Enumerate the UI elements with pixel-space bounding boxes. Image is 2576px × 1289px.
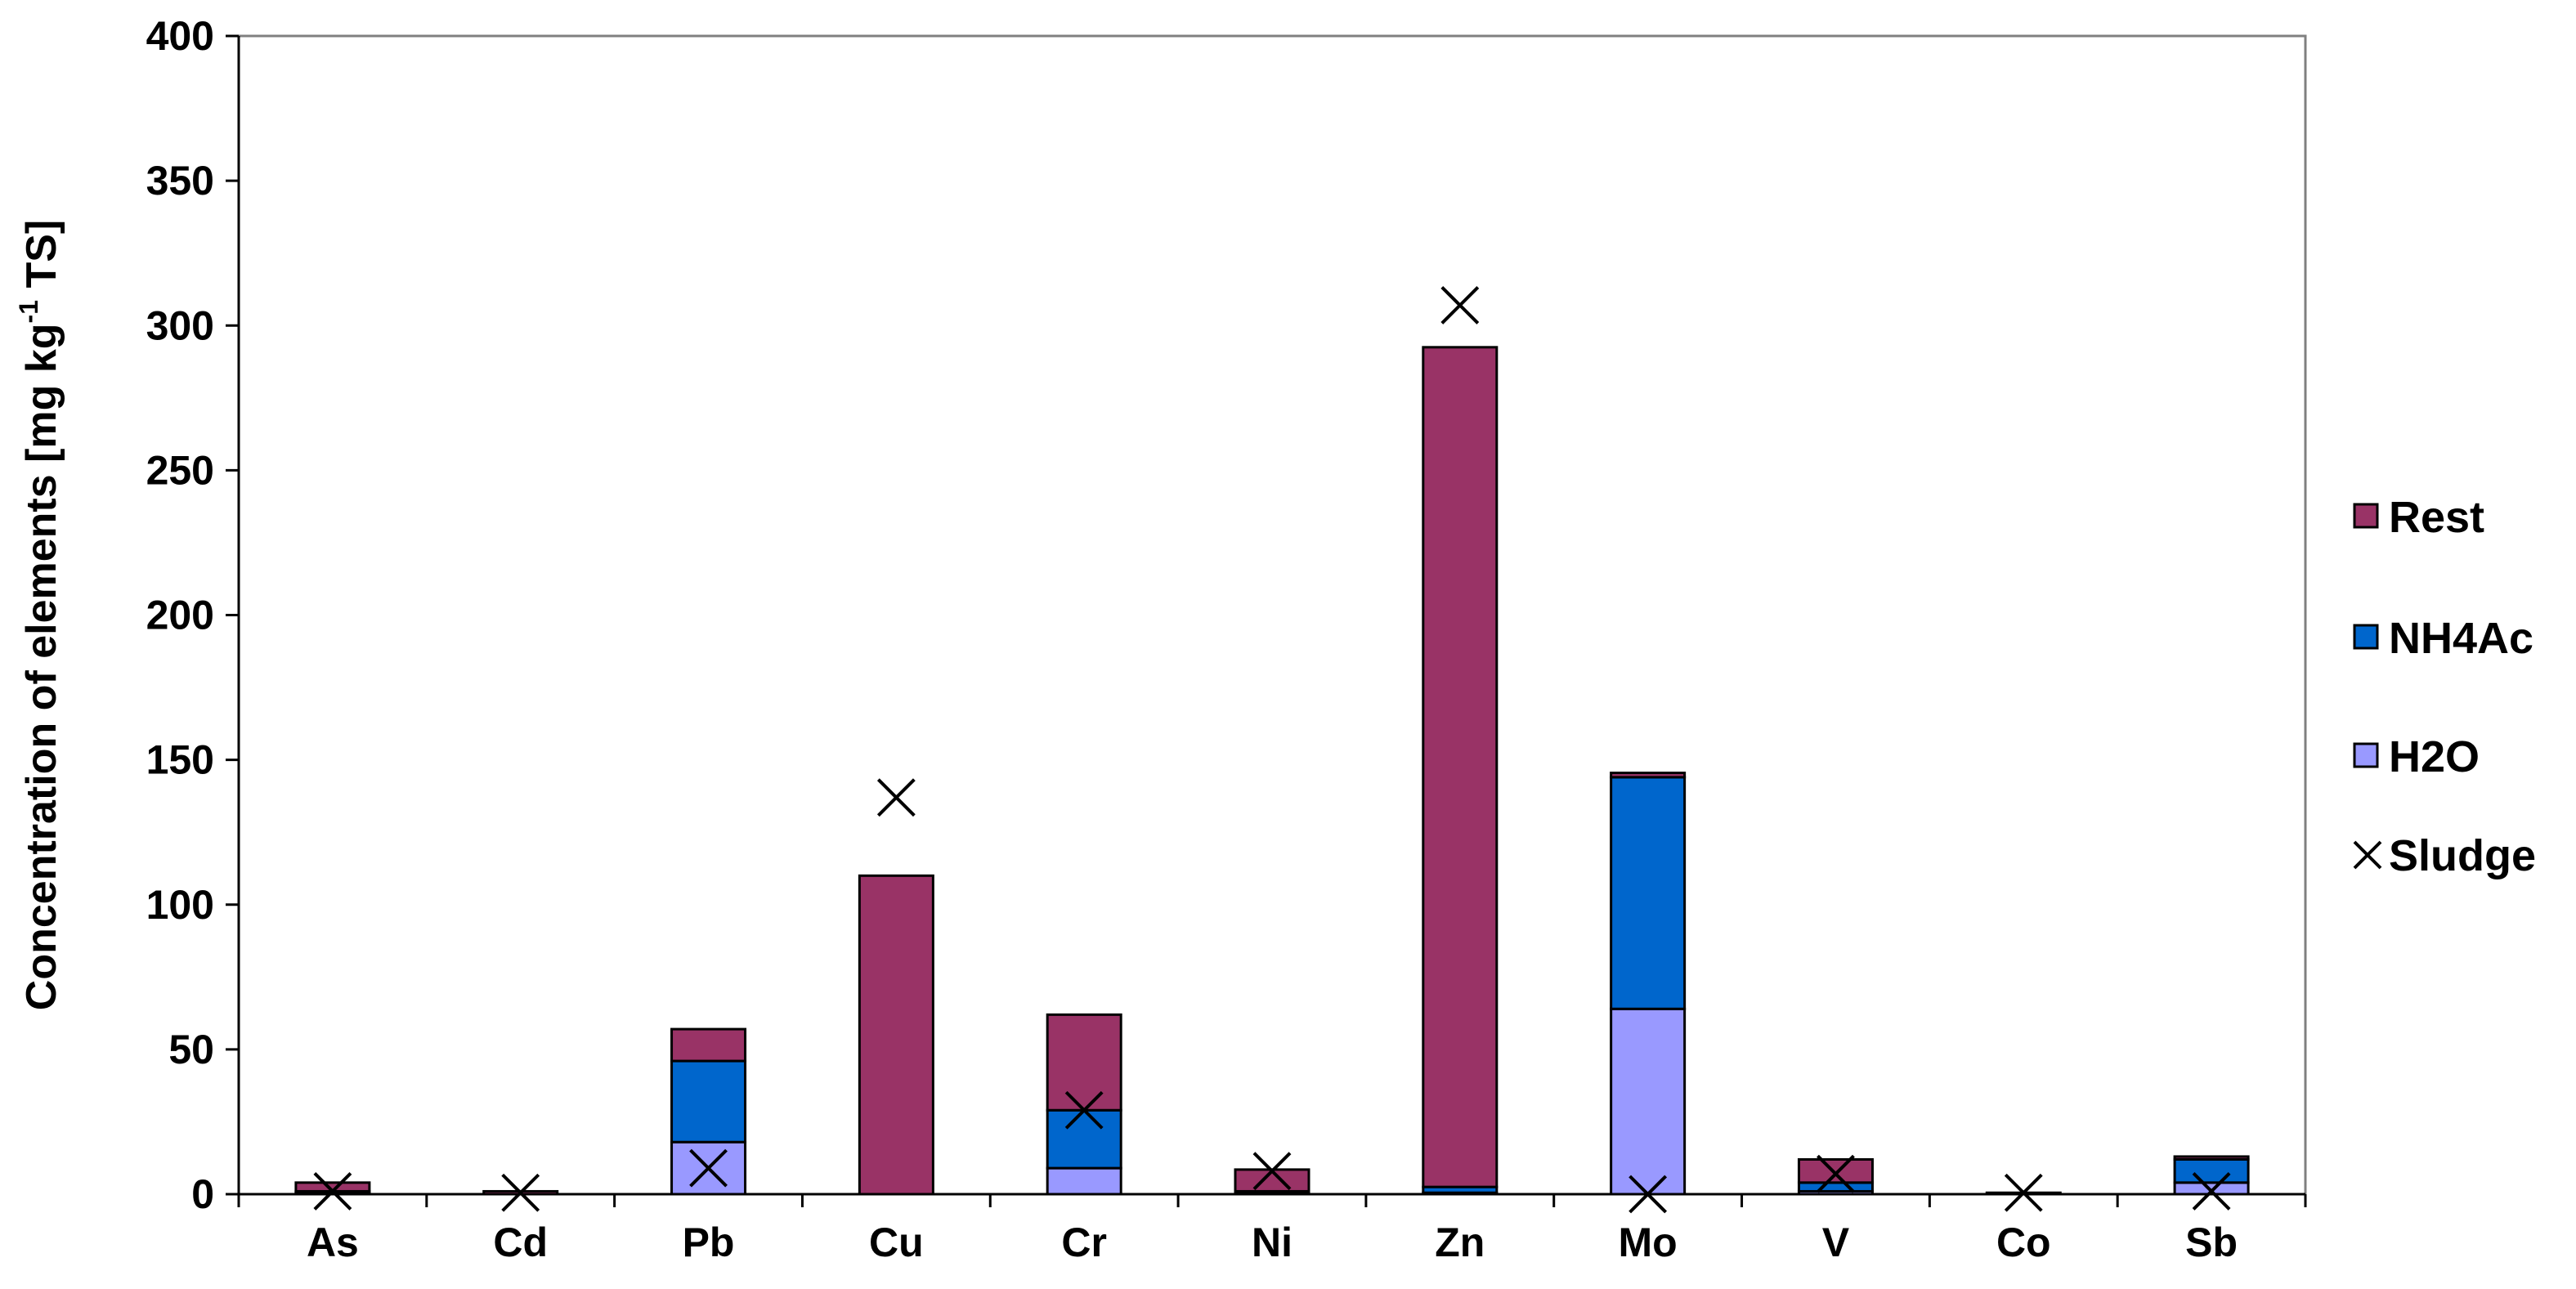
bar-sb-rest bbox=[2173, 1155, 2250, 1161]
legend-label-rest: Rest bbox=[2389, 493, 2484, 542]
bar-pb-nh4ac bbox=[670, 1059, 747, 1144]
y-tick-label-150: 150 bbox=[146, 737, 214, 783]
y-tick-label-400: 400 bbox=[146, 13, 214, 59]
x-tick-label-v: V bbox=[1822, 1220, 1850, 1265]
marker-pb-sludge bbox=[689, 1148, 728, 1188]
bar-mo-nh4ac bbox=[1610, 776, 1687, 1010]
x-tick-label-ni: Ni bbox=[1252, 1220, 1292, 1265]
x-tick-label-cu: Cu bbox=[869, 1220, 924, 1265]
y-tick-label-100: 100 bbox=[146, 882, 214, 928]
x-tick-label-cd: Cd bbox=[493, 1220, 548, 1265]
legend-swatch-nh4ac bbox=[2353, 624, 2379, 650]
marker-cd-sludge bbox=[501, 1173, 540, 1212]
legend-label-sludge: Sludge bbox=[2389, 831, 2536, 880]
y-tick-labels: 0 50 100 150 200 250 300 350 400 bbox=[146, 13, 214, 1217]
x-tick-labels: As Cd Pb Cu Cr Ni Zn Mo V Co Sb bbox=[307, 1220, 2238, 1265]
marker-stroke-b bbox=[689, 1148, 728, 1188]
bar-cr-h2o bbox=[1046, 1166, 1122, 1196]
legend-label-nh4ac: NH4Ac bbox=[2389, 614, 2533, 663]
y-tick-label-350: 350 bbox=[146, 158, 214, 204]
marker-ni-sludge bbox=[1252, 1152, 1292, 1191]
bar-cr-rest bbox=[1046, 1013, 1122, 1112]
bar-zn-rest bbox=[1422, 346, 1499, 1188]
y-axis-title-end: TS] bbox=[18, 220, 65, 300]
axes bbox=[226, 34, 2307, 1207]
x-tick-label-mo: Mo bbox=[1619, 1220, 1678, 1265]
bar-pb-rest bbox=[670, 1027, 747, 1063]
marker-zn-sludge bbox=[1440, 286, 1480, 324]
marker-stroke-b bbox=[1440, 286, 1480, 324]
bar-v-nh4ac bbox=[1797, 1181, 1874, 1193]
y-tick-label-0: 0 bbox=[191, 1171, 214, 1217]
marker-co-sludge bbox=[2004, 1173, 2043, 1212]
marker-stroke-b bbox=[2192, 1172, 2231, 1211]
x-tick-label-as: As bbox=[307, 1220, 359, 1265]
y-tick-label-200: 200 bbox=[146, 593, 214, 638]
x-tick-label-pb: Pb bbox=[683, 1220, 735, 1265]
bar-layer bbox=[294, 346, 2250, 1196]
marker-cr-sludge bbox=[1064, 1090, 1104, 1130]
y-tick-label-50: 50 bbox=[168, 1027, 214, 1072]
legend-swatch-h2o bbox=[2353, 742, 2379, 768]
legend: Rest NH4Ac H2O Sludge bbox=[2353, 493, 2536, 880]
bar-sb-nh4ac bbox=[2173, 1157, 2250, 1184]
marker-as-sludge bbox=[313, 1172, 352, 1211]
bar-mo-h2o bbox=[1610, 1007, 1687, 1196]
bar-cr-nh4ac bbox=[1046, 1108, 1122, 1170]
y-axis-title-main: Concentration of elements [mg kg bbox=[18, 323, 65, 1010]
marker-cu-sludge bbox=[876, 778, 916, 817]
legend-swatch-rest bbox=[2353, 503, 2379, 529]
bar-mo-rest bbox=[1610, 772, 1687, 779]
legend-marker-stroke-b bbox=[2353, 840, 2382, 870]
marker-stroke-b bbox=[313, 1172, 352, 1211]
x-tick-label-zn: Zn bbox=[1435, 1220, 1485, 1265]
marker-stroke-b bbox=[2004, 1173, 2043, 1212]
x-tick-label-sb: Sb bbox=[2185, 1220, 2238, 1265]
y-axis-title-superscript: -1 bbox=[14, 300, 43, 323]
marker-stroke-b bbox=[1064, 1090, 1104, 1130]
y-axis-title: Concentration of elements [mg kg-1 TS] bbox=[14, 220, 65, 1010]
marker-layer bbox=[313, 286, 2231, 1214]
bar-cu-rest bbox=[858, 874, 934, 1196]
bar-v-rest bbox=[1797, 1157, 1874, 1184]
marker-sb-sludge bbox=[2192, 1172, 2231, 1211]
marker-stroke-b bbox=[1252, 1152, 1292, 1191]
legend-marker-sludge bbox=[2353, 840, 2382, 870]
y-tick-label-250: 250 bbox=[146, 447, 214, 493]
marker-v-sludge bbox=[1817, 1154, 1855, 1193]
x-tick-label-cr: Cr bbox=[1061, 1220, 1107, 1265]
plot-frame bbox=[237, 34, 2307, 1196]
y-tick-label-300: 300 bbox=[146, 302, 214, 348]
marker-stroke-b bbox=[876, 778, 916, 817]
marker-stroke-b bbox=[501, 1173, 540, 1212]
x-tick-label-co: Co bbox=[1996, 1220, 2051, 1265]
marker-stroke-b bbox=[1817, 1154, 1855, 1193]
legend-label-h2o: H2O bbox=[2389, 732, 2480, 781]
